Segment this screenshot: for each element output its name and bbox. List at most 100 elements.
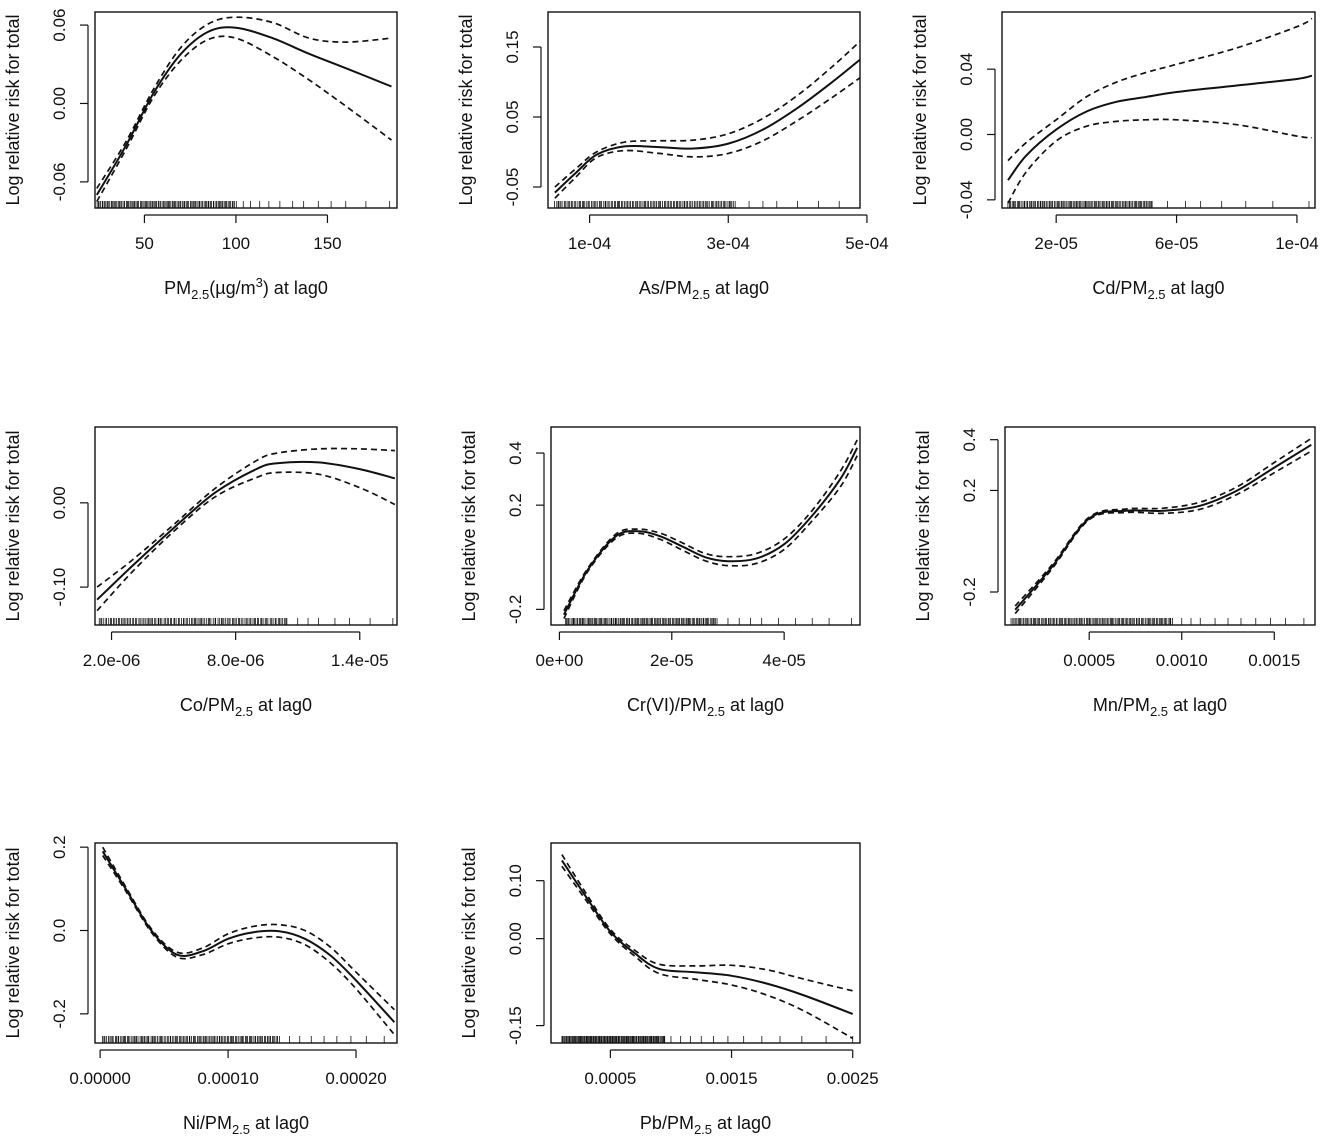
y-tick-label: 0.04 — [957, 53, 976, 86]
x-axis-label: As/PM2.5 at lag0 — [639, 278, 769, 302]
x-axis-label: Ni/PM2.5 at lag0 — [183, 1113, 309, 1137]
x-tick-label: 3e-04 — [707, 234, 750, 253]
y-tick-label: -0.06 — [50, 162, 69, 201]
x-tick-label: 2e-05 — [1034, 234, 1077, 253]
panel-co: 2.0e-06 8.0e-06 1.4e-05 -0.10 0.00 Log relati… — [3, 426, 398, 719]
x-tick-label: 0.0025 — [827, 1069, 879, 1088]
plot-frame — [1001, 11, 1316, 209]
upper-ci-curve — [1007, 17, 1313, 162]
x-axis-label-sub: 2.5 — [707, 704, 725, 719]
y-tick-label: 0.06 — [50, 9, 69, 42]
panel-cd: 2e-05 6e-05 1e-04 -0.04 0.00 0.04 Log relative… — [910, 11, 1319, 302]
lower-ci-curve — [554, 77, 861, 199]
y-tick-label: 0.4 — [960, 428, 979, 452]
x-axis-label-sub: 2.5 — [1147, 287, 1165, 302]
x-axis-label-sup: 3 — [256, 275, 263, 290]
x-axis-label-sub: 2.5 — [232, 1122, 250, 1137]
x-axis-label: Cr(VI)/PM2.5 at lag0 — [627, 695, 784, 719]
x-tick-label: 0.0005 — [584, 1069, 636, 1088]
estimate-curve — [554, 58, 861, 194]
rug — [564, 618, 852, 625]
upper-ci-curve — [96, 447, 395, 588]
x-tick-label: 0.00000 — [69, 1069, 130, 1088]
panel-as: 1e-04 3e-04 5e-04 -0.05 0.05 0.15 Log relative… — [456, 11, 889, 302]
rug — [102, 1036, 385, 1043]
upper-ci-curve — [101, 846, 395, 1011]
x-axis-label-prefix: Co/PM — [180, 695, 235, 715]
x-tick-label: 50 — [135, 234, 154, 253]
x-axis-label-sub: 2.5 — [191, 287, 209, 302]
y-tick-label: 0.15 — [503, 30, 522, 63]
x-tick-label: 0.0005 — [1063, 651, 1115, 670]
x-axis-label-prefix: PM — [164, 278, 191, 298]
plot-frame — [550, 842, 861, 1044]
x-tick-label: 0.00020 — [325, 1069, 386, 1088]
x-tick-label: 1e-04 — [568, 234, 611, 253]
x-axis-label-sub: 2.5 — [692, 287, 710, 302]
x-tick-label: 2e-05 — [650, 651, 693, 670]
x-axis-label: PM2.5(µg/m3) at lag0 — [164, 275, 328, 302]
y-tick-label: -0.05 — [503, 168, 522, 207]
x-axis-label-sub: 2.5 — [694, 1122, 712, 1137]
x-tick-label: 4e-05 — [762, 651, 805, 670]
x-axis-label-suffix: at lag0 — [253, 695, 312, 715]
y-axis-label: Log relative risk for total — [456, 14, 476, 205]
estimate-curve — [563, 447, 859, 616]
y-axis-label: Log relative risk for total — [3, 847, 23, 1038]
lower-ci-curve — [1014, 450, 1312, 615]
upper-ci-curve — [1014, 437, 1312, 607]
y-tick-label: 0.00 — [957, 118, 976, 151]
x-axis-label-suffix: at lag0 — [250, 1113, 309, 1133]
estimate-curve — [1007, 74, 1313, 181]
estimate-curve — [95, 26, 392, 196]
x-tick-label: 5e-04 — [845, 234, 888, 253]
upper-ci-curve — [563, 439, 858, 612]
x-axis-label-sub: 2.5 — [235, 704, 253, 719]
x-tick-label: 6e-05 — [1155, 234, 1198, 253]
y-tick-label: 0.00 — [50, 87, 69, 120]
lower-ci-curve — [96, 35, 393, 202]
panel-pm25: 50 100 150 -0.06 0.00 0.06 Log relative risk f… — [3, 9, 398, 302]
y-tick-label: 0.0 — [50, 919, 69, 943]
x-tick-label: 8.0e-06 — [207, 651, 265, 670]
y-axis-label: Log relative risk for total — [459, 847, 479, 1038]
x-axis-label-suffix: at lag0 — [1168, 695, 1227, 715]
plot-frame — [94, 426, 398, 626]
y-tick-label: -0.15 — [506, 1006, 525, 1045]
x-tick-label: 0.0015 — [706, 1069, 758, 1088]
rug — [1007, 201, 1310, 208]
plot-frame — [94, 11, 398, 209]
upper-ci-curve — [561, 854, 853, 992]
x-axis-label-suffix: at lag0 — [712, 1113, 771, 1133]
lower-ci-curve — [101, 855, 396, 1036]
x-axis-label-prefix: Ni/PM — [183, 1113, 232, 1133]
lower-ci-curve — [563, 455, 858, 619]
y-tick-label: 0.2 — [506, 493, 525, 517]
x-tick-label: 0.00010 — [197, 1069, 258, 1088]
x-tick-label: 2.0e-06 — [83, 651, 141, 670]
rug — [1010, 618, 1305, 625]
x-axis-label: Cd/PM2.5 at lag0 — [1092, 278, 1224, 302]
x-tick-label: 100 — [222, 234, 250, 253]
y-tick-label: 0.05 — [503, 100, 522, 133]
plot-frame — [550, 426, 861, 626]
estimate-curve — [96, 460, 396, 601]
x-tick-label: 0.0010 — [1156, 651, 1208, 670]
x-axis-label: Pb/PM2.5 at lag0 — [640, 1113, 771, 1137]
x-tick-label: 0e+00 — [536, 651, 584, 670]
rug — [554, 201, 861, 208]
y-tick-label: 0.2 — [50, 835, 69, 859]
plot-frame — [94, 842, 398, 1044]
y-tick-label: 0.10 — [506, 864, 525, 897]
y-tick-label: 0.00 — [50, 486, 69, 519]
x-axis-label: Co/PM2.5 at lag0 — [180, 695, 312, 719]
panel-pb: 0.0005 0.0015 0.0025 -0.15 0.00 0.10 Log relat… — [459, 842, 879, 1137]
rug — [561, 1036, 854, 1043]
y-tick-label: -0.2 — [506, 595, 525, 624]
x-axis-label-prefix: Cd/PM — [1092, 278, 1147, 298]
upper-ci-curve — [554, 40, 861, 188]
panel-ni: 0.00000 0.00010 0.00020 -0.2 0.0 0.2 Log relat… — [3, 835, 398, 1137]
lower-ci-curve — [96, 471, 396, 612]
estimate-curve — [561, 859, 854, 1015]
